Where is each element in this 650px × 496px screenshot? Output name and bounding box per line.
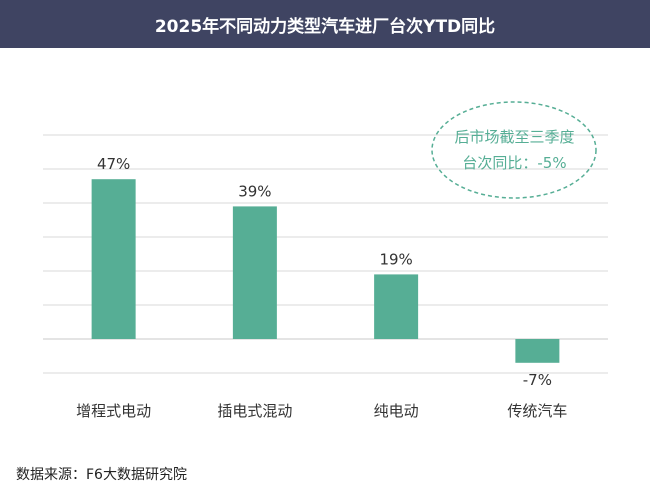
value-label-2: 39% [238,182,271,200]
bars [91,179,560,363]
callout: 后市场截至三季度 台次同比：-5% [433,102,596,197]
callout-ellipse [431,101,597,199]
chart-title: 2025年不同动力类型汽车进厂台次YTD同比 [0,0,650,48]
value-label-4: -7% [523,371,552,389]
value-label-1: 47% [97,155,130,173]
bar-4 [515,339,560,363]
bar-2 [232,206,277,339]
callout-line2: 台次同比：-5% [462,153,567,172]
category-label-3: 纯电动 [374,402,419,420]
bar-1 [91,179,136,339]
category-labels: 增程式电动 插电式混动 纯电动 传统汽车 [76,402,567,420]
value-labels: 47% 39% 19% -7% [97,155,552,389]
bar-3 [374,274,419,339]
category-label-1: 增程式电动 [76,402,151,420]
category-label-4: 传统汽车 [507,402,567,420]
callout-line1: 后市场截至三季度 [454,127,575,146]
value-label-3: 19% [379,250,412,268]
source-note: 数据来源：F6大数据研究院 [16,467,187,483]
gridlines [43,134,608,374]
category-label-2: 插电式混动 [217,402,292,420]
bar-chart: 47% 39% 19% -7% 增程式电动 插电式混动 纯电动 传统汽车 [43,101,608,420]
